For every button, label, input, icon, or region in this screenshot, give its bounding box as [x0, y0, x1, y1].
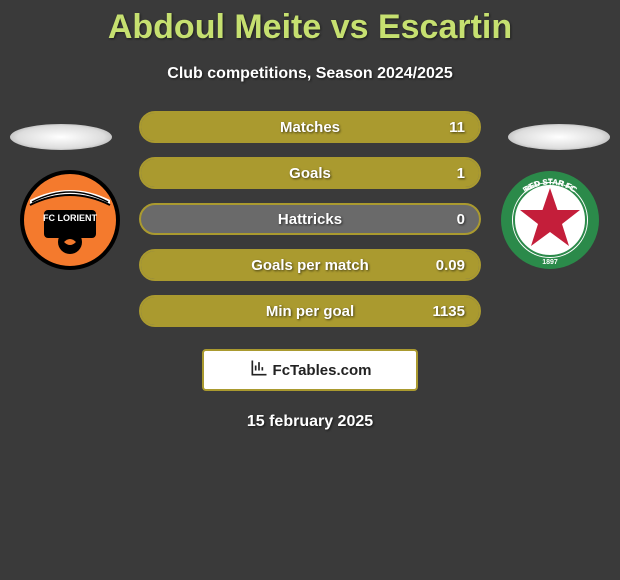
- footer-brand-card[interactable]: FcTables.com: [202, 349, 418, 391]
- stat-value: 0: [457, 211, 465, 228]
- footer-brand-label: FcTables.com: [273, 362, 372, 379]
- stat-label: Hattricks: [278, 211, 342, 228]
- date-label: 15 february 2025: [0, 413, 620, 431]
- stat-value: 1: [457, 165, 465, 182]
- stat-value: 11: [449, 119, 465, 136]
- svg-text:FC LORIENT: FC LORIENT: [43, 213, 97, 223]
- stat-value: 1135: [432, 303, 465, 320]
- stat-label: Min per goal: [266, 303, 354, 320]
- stat-row-goals: Goals 1: [139, 157, 481, 189]
- page-title: Abdoul Meite vs Escartin: [0, 0, 620, 47]
- stat-label: Matches: [280, 119, 340, 136]
- stat-label: Goals per match: [251, 257, 369, 274]
- player-portrait-left: [10, 124, 112, 150]
- chart-icon: [249, 358, 269, 383]
- club-logo-left: FC LORIENT: [20, 170, 120, 270]
- stat-label: Goals: [289, 165, 331, 182]
- stat-row-matches: Matches 11: [139, 111, 481, 143]
- stat-row-goals-per-match: Goals per match 0.09: [139, 249, 481, 281]
- stat-value: 0.09: [436, 257, 465, 274]
- stat-row-min-per-goal: Min per goal 1135: [139, 295, 481, 327]
- stat-row-hattricks: Hattricks 0: [139, 203, 481, 235]
- svg-text:1897: 1897: [542, 259, 558, 266]
- subtitle: Club competitions, Season 2024/2025: [0, 65, 620, 83]
- club-logo-right: RED STAR FC RED STAR FC 1897: [500, 170, 600, 270]
- player-portrait-right: [508, 124, 610, 150]
